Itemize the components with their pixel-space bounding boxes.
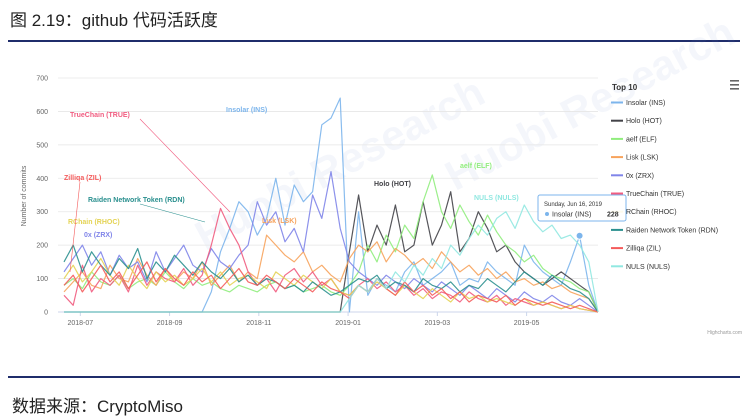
series-lines <box>63 97 599 313</box>
tooltip-point-marker <box>575 231 584 240</box>
y-tick-label: 400 <box>36 176 48 183</box>
annotation-leader <box>69 181 81 273</box>
legend-label: Insolar (INS) <box>626 100 665 107</box>
x-tick-label: 2019-01 <box>335 320 361 327</box>
legend-item[interactable]: NULS (NULS) <box>611 264 670 271</box>
series-annotation: TrueChain (TRUE) <box>70 112 130 119</box>
series-annotation: Holo (HOT) <box>374 181 411 188</box>
y-tick-label: 300 <box>36 209 48 216</box>
tooltip-date: Sunday, Jun 16, 2019 <box>544 202 603 208</box>
series-annotation: aelf (ELF) <box>460 163 492 170</box>
source-note: 数据来源：CryptoMiso <box>12 397 183 416</box>
series-annotations: TrueChain (TRUE) Insolar (INS) Zilliqa (ZI… <box>64 107 519 273</box>
y-tick-label: 500 <box>36 142 48 149</box>
legend-item[interactable]: Lisk (LSK) <box>611 155 658 162</box>
legend-label: Lisk (LSK) <box>626 155 658 162</box>
x-tick-label: 2018-11 <box>246 320 271 327</box>
y-tick-label: 700 <box>36 76 48 83</box>
series-line <box>63 207 599 313</box>
legend-label: Raiden Network Token (RDN) <box>626 227 718 234</box>
series-annotation: Raiden Network Token (RDN) <box>88 197 185 204</box>
legend: Top 10 Insolar (INS) Holo (HOT) aelf (ELF)… <box>611 83 718 271</box>
bottom-rule <box>8 376 740 378</box>
y-tick-label: 0 <box>44 310 48 317</box>
series-line <box>64 191 599 313</box>
y-axis-label: Number of commits <box>21 165 28 226</box>
legend-label: NULS (NULS) <box>626 264 670 271</box>
x-tick-label: 2019-03 <box>424 320 450 327</box>
legend-item[interactable]: 0x (ZRX) <box>611 173 654 180</box>
legend-label: RChain (RHOC) <box>626 209 677 216</box>
series-line <box>63 234 599 313</box>
series-annotation: NULS (NULS) <box>474 195 519 202</box>
tooltip-value: 228 <box>607 212 619 219</box>
figure-title: 图 2.19：github 代码活跃度 <box>10 11 218 30</box>
legend-item[interactable]: TrueChain (TRUE) <box>611 191 684 198</box>
x-tick-labels: 2018-07 2018-09 2018-11 2019-01 2019-03 2019-… <box>67 312 540 327</box>
series-line <box>63 261 599 313</box>
y-tick-label: 100 <box>36 276 48 283</box>
legend-item[interactable]: Zilliqa (ZIL) <box>611 246 661 253</box>
legend-item[interactable]: Insolar (INS) <box>611 100 665 107</box>
legend-item[interactable]: Raiden Network Token (RDN) <box>611 227 718 234</box>
hamburger-icon[interactable] <box>730 80 739 90</box>
legend-title: Top 10 <box>612 83 638 92</box>
legend-label: aelf (ELF) <box>626 136 657 143</box>
series-line <box>63 244 599 313</box>
y-tick-label: 200 <box>36 243 48 250</box>
series-annotation: Lisk (LSK) <box>262 218 297 225</box>
tooltip-series: Insolar (INS) <box>552 212 591 219</box>
legend-label: Zilliqa (ZIL) <box>626 246 661 253</box>
x-tick-label: 2019-05 <box>514 320 540 327</box>
x-tick-label: 2018-07 <box>67 320 93 327</box>
series-line <box>63 174 599 313</box>
series-annotation: Insolar (INS) <box>226 107 267 114</box>
y-tick-labels: 0 100 200 300 400 500 600 700 <box>36 76 48 317</box>
legend-item[interactable]: aelf (ELF) <box>611 136 657 143</box>
top-rule <box>8 40 740 42</box>
legend-label: Holo (HOT) <box>626 118 662 125</box>
series-line <box>63 257 599 313</box>
series-line <box>64 204 599 313</box>
legend-label: 0x (ZRX) <box>626 173 654 180</box>
legend-item[interactable]: Holo (HOT) <box>611 118 662 125</box>
x-tick-label: 2018-09 <box>157 320 183 327</box>
y-tick-label: 600 <box>36 109 48 116</box>
series-annotation: 0x (ZRX) <box>84 232 112 239</box>
series-annotation: Zilliqa (ZIL) <box>64 175 101 182</box>
series-annotation: RChain (RHOC) <box>68 219 120 226</box>
credits: Highcharts.com <box>707 330 742 336</box>
tooltip: Sunday, Jun 16, 2019 Insolar (INS) 228 <box>537 194 627 222</box>
annotation-leader <box>139 203 206 223</box>
series-line <box>63 171 599 313</box>
annotation-leader <box>139 118 231 213</box>
legend-label: TrueChain (TRUE) <box>626 191 684 198</box>
